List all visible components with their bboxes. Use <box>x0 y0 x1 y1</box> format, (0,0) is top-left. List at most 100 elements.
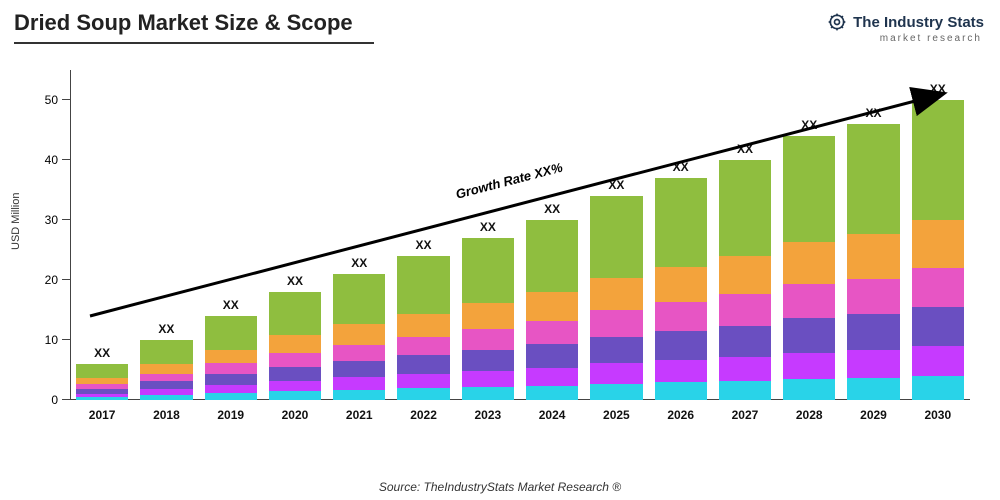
bar-segment <box>269 335 321 352</box>
bar-value-label: XX <box>351 256 367 274</box>
logo-text: The Industry Stats <box>853 14 984 31</box>
bar-segment <box>333 361 385 377</box>
bar-segment <box>397 374 449 388</box>
bar-category-label: 2019 <box>217 400 244 422</box>
bar-value-label: XX <box>673 160 689 178</box>
bar-segment <box>590 196 642 278</box>
bar-column: XX2019 <box>205 316 257 400</box>
bar-category-label: 2020 <box>282 400 309 422</box>
bar-segment <box>269 391 321 400</box>
bar-stack <box>912 100 964 400</box>
bar-segment <box>526 368 578 386</box>
bar-category-label: 2018 <box>153 400 180 422</box>
bar-segment <box>655 178 707 267</box>
bar-column: XX2022 <box>397 256 449 400</box>
bar-column: XX2029 <box>847 124 899 400</box>
bar-segment <box>526 386 578 400</box>
bar-column: XX2026 <box>655 178 707 400</box>
y-tick-label: 30 <box>45 213 70 227</box>
bar-segment <box>783 379 835 400</box>
bar-segment <box>462 329 514 350</box>
bar-stack <box>655 178 707 400</box>
bar-value-label: XX <box>544 202 560 220</box>
source-caption: Source: TheIndustryStats Market Research… <box>0 480 1000 494</box>
bar-segment <box>590 363 642 383</box>
bar-segment <box>333 377 385 390</box>
bar-segment <box>655 267 707 303</box>
bar-segment <box>847 234 899 278</box>
bar-value-label: XX <box>158 322 174 340</box>
bar-segment <box>719 326 771 357</box>
bar-stack <box>462 238 514 400</box>
bar-column: XX2025 <box>590 196 642 400</box>
bar-segment <box>783 353 835 379</box>
bar-segment <box>590 337 642 364</box>
bar-segment <box>76 364 128 378</box>
bar-segment <box>912 307 964 346</box>
bar-segment <box>912 376 964 400</box>
bar-segment <box>140 340 192 364</box>
bar-segment <box>655 331 707 360</box>
bar-category-label: 2023 <box>474 400 501 422</box>
bar-stack <box>205 316 257 400</box>
bar-segment <box>655 302 707 331</box>
bar-segment <box>205 316 257 350</box>
bar-segment <box>205 350 257 363</box>
bar-segment <box>269 381 321 392</box>
bar-segment <box>590 384 642 400</box>
bar-segment <box>140 364 192 374</box>
bar-column: XX2018 <box>140 340 192 400</box>
bar-value-label: XX <box>94 346 110 364</box>
y-tick-label: 50 <box>45 93 70 107</box>
bar-segment <box>719 160 771 256</box>
bar-segment <box>205 385 257 393</box>
bar-segment <box>847 350 899 378</box>
bar-segment <box>397 314 449 337</box>
bar-group: XX2017XX2018XX2019XX2020XX2021XX2022XX20… <box>70 70 970 400</box>
bar-value-label: XX <box>480 220 496 238</box>
bar-column: XX2017 <box>76 364 128 400</box>
bar-segment <box>526 292 578 321</box>
bar-stack <box>397 256 449 400</box>
bar-segment <box>590 310 642 337</box>
bar-segment <box>847 279 899 315</box>
gear-icon <box>827 12 847 32</box>
bar-segment <box>847 314 899 350</box>
bar-column: XX2028 <box>783 136 835 400</box>
bar-value-label: XX <box>223 298 239 316</box>
bar-value-label: XX <box>801 118 817 136</box>
bar-segment <box>783 136 835 242</box>
bar-stack <box>333 274 385 400</box>
bar-segment <box>719 357 771 381</box>
chart-plot-area: USD Million 01020304050 XX2017XX2018XX20… <box>70 70 970 430</box>
bar-segment <box>397 388 449 400</box>
bar-stack <box>269 292 321 400</box>
bar-value-label: XX <box>287 274 303 292</box>
bar-category-label: 2025 <box>603 400 630 422</box>
bar-segment <box>912 268 964 307</box>
y-axis-label: USD Million <box>10 193 22 250</box>
bar-column: XX2020 <box>269 292 321 400</box>
bar-segment <box>912 100 964 220</box>
bar-category-label: 2024 <box>539 400 566 422</box>
bar-segment <box>269 353 321 367</box>
bar-segment <box>333 345 385 361</box>
bar-stack <box>76 364 128 400</box>
bar-segment <box>462 238 514 303</box>
bar-segment <box>333 324 385 344</box>
bar-segment <box>526 321 578 344</box>
bar-segment <box>205 363 257 374</box>
bar-segment <box>462 303 514 329</box>
bar-segment <box>333 274 385 324</box>
bar-segment <box>140 374 192 382</box>
bar-column: XX2023 <box>462 238 514 400</box>
bar-segment <box>269 292 321 335</box>
bar-category-label: 2029 <box>860 400 887 422</box>
brand-logo: The Industry Stats market research <box>827 12 984 44</box>
bar-segment <box>526 344 578 367</box>
bar-category-label: 2017 <box>89 400 116 422</box>
bar-stack <box>526 220 578 400</box>
bar-value-label: XX <box>930 82 946 100</box>
y-tick-label: 40 <box>45 153 70 167</box>
bar-segment <box>847 124 899 234</box>
